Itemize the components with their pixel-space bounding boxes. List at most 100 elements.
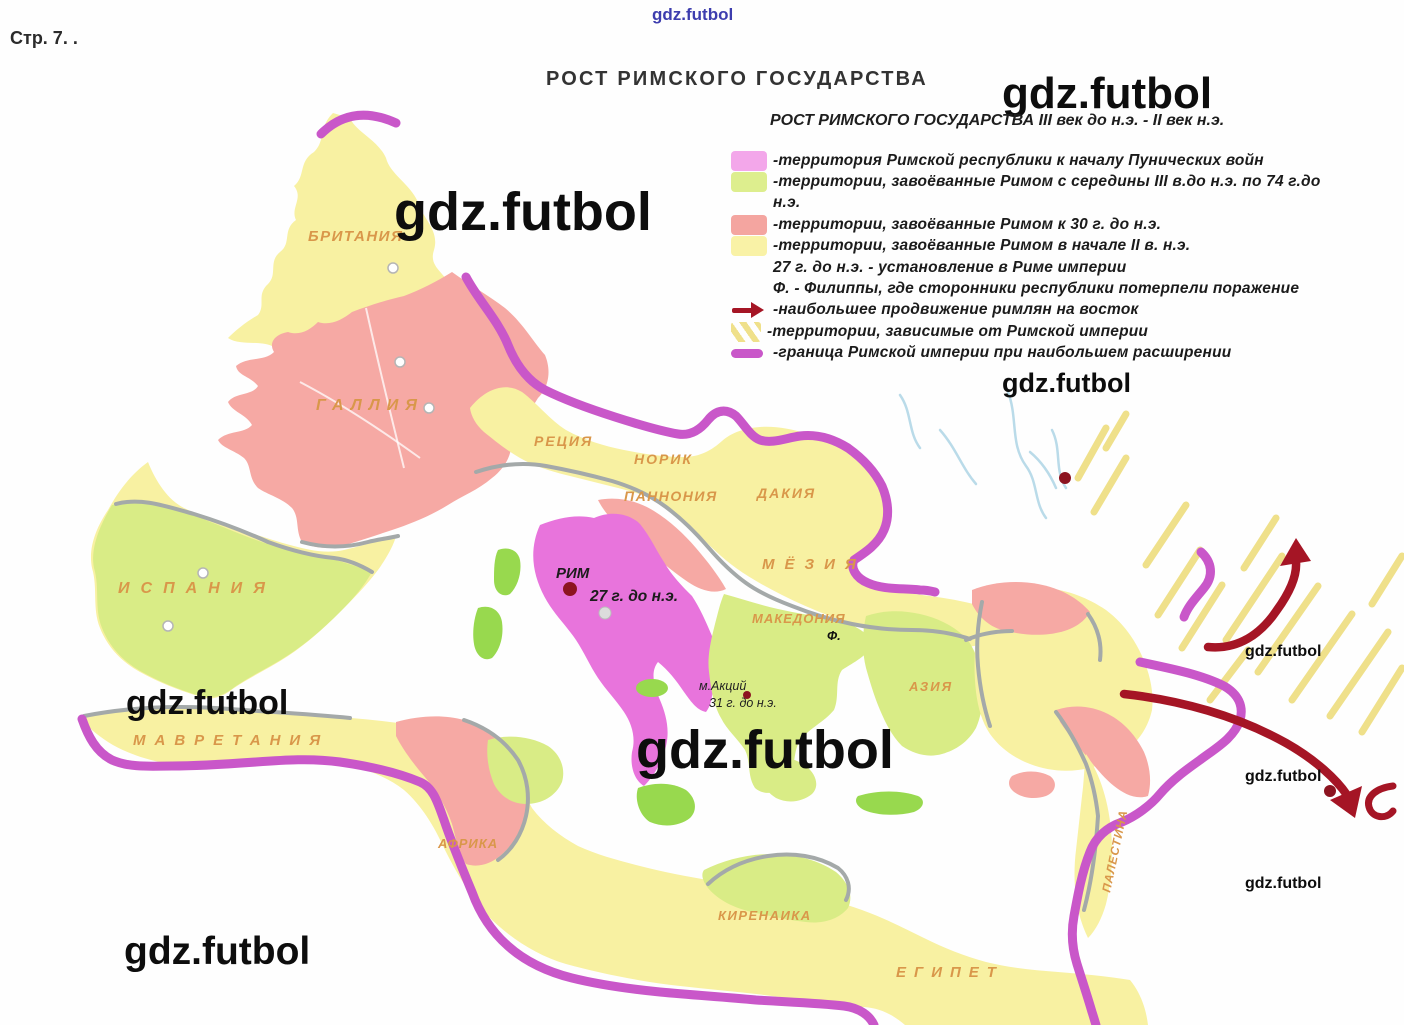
city-dot (598, 606, 612, 620)
hatch-stripe (1240, 514, 1280, 572)
hatch-stripe (1254, 582, 1322, 676)
legend-swatch-green (731, 172, 767, 193)
region-label: МЁЗИЯ (762, 556, 866, 573)
advance-arrowhead-northeast (1280, 538, 1311, 566)
legend-label: н.э. (773, 194, 801, 212)
hatch-stripe (1288, 610, 1356, 704)
watermark-text: gdz.futbol (126, 684, 288, 722)
region-syria (1056, 706, 1151, 798)
region-label: АФРИКА (437, 836, 498, 851)
island-malta (636, 679, 668, 697)
legend-row: -территории, завоёванные Римом к 30 г. д… (731, 214, 1403, 235)
border-pyrenees (300, 534, 400, 549)
island-crete (856, 791, 923, 815)
city-dot (197, 567, 209, 579)
legend-label: -территория Римской республики к началу … (773, 151, 1264, 169)
place-label: Ф. (827, 628, 841, 643)
watermark-text: gdz.futbol (1245, 875, 1321, 892)
hatch-stripe (1178, 581, 1226, 652)
map-subtitle: РОСТ РИМСКОГО ГОСУДАРСТВА III век до н.э… (770, 112, 1225, 129)
legend-swatch-yellow (731, 236, 767, 257)
hatch-stripe (1074, 424, 1110, 482)
legend-row: 27 г. до н.э. - установление в Риме импе… (731, 257, 1403, 278)
city-dot (387, 262, 399, 274)
legend-swatch-none (731, 279, 767, 299)
river (938, 428, 978, 486)
gaul-roads-group (299, 307, 421, 469)
border-pontus (964, 612, 1103, 662)
advance-arrow-southeast (1119, 689, 1352, 800)
rome-dot (563, 582, 577, 596)
region-label: ДАКИЯ (756, 485, 816, 501)
legend-label: Ф. - Филиппы, где сторонники республики … (773, 280, 1300, 298)
border-carthage (462, 718, 530, 862)
border-cyrenaica (706, 852, 851, 902)
legend-row: -граница Римской империи при наибольшем … (731, 343, 1403, 364)
legend-swatch-arrow (731, 300, 767, 320)
legend-label: -территории, завоёванные Римом в начале … (773, 237, 1191, 255)
empire-border-crimea (1179, 547, 1215, 622)
legend-swatch-hatch (731, 321, 761, 342)
region-label: ГАЛЛИЯ (316, 397, 424, 414)
city-dot (394, 356, 406, 368)
region-label: МАКЕДОНИЯ (752, 611, 846, 626)
legend-swatch-none (731, 193, 767, 213)
border-levant-coast (1054, 710, 1100, 912)
region-label: РЕЦИЯ (534, 433, 593, 449)
legend-row: -территория Римской республики к началу … (731, 150, 1403, 171)
hatch-stripes-group (1074, 410, 1404, 736)
region-britain (228, 113, 454, 346)
legend-label: -территории, зависимые от Римской импери… (767, 322, 1149, 340)
region-label: ЕГИПЕТ (896, 964, 1004, 981)
watermarks-group: gdz.futbol gdz.futbol gdz.futbol gdz.futbol… (124, 5, 1321, 973)
legend-row: -наибольшее продвижение римлян на восток (731, 300, 1403, 321)
legend-row: -территории, завоёванные Римом с середин… (731, 171, 1403, 193)
empire-border-europe (461, 272, 940, 597)
empire-border-britain (316, 110, 401, 139)
legend-items: -территория Римской республики к началу … (731, 150, 1403, 364)
hatch-stripe (1154, 546, 1204, 619)
region-label: ИСПАНИЯ (118, 580, 276, 597)
hatch-stripe (1142, 501, 1190, 569)
place-labels-group: РИМ 27 г. до н.э. м.Акций 31 г. до н.э. Ф. (556, 565, 841, 710)
advance-arrowhead-southeast (1330, 786, 1362, 818)
advance-arrow-curl (1365, 782, 1397, 821)
city-dot (162, 620, 174, 632)
legend-row: Ф. - Филиппы, где сторонники республики … (731, 278, 1403, 299)
legend-row: -территории, зависимые от Римской импери… (731, 321, 1403, 342)
hatch-stripe (1368, 552, 1404, 608)
watermark-text: gdz.futbol (394, 182, 652, 242)
region-label: АЗИЯ (908, 679, 953, 694)
river (898, 393, 922, 450)
legend-label: -территории, завоёванные Римом с середин… (773, 173, 1321, 191)
gray-borders-layer (82, 462, 1103, 912)
empire-border-east (1067, 657, 1246, 1025)
map-title: РОСТ РИМСКОГО ГОСУДАРСТВА (546, 68, 928, 90)
watermark-text: gdz.futbol (1245, 768, 1321, 785)
legend-swatch-border (731, 343, 767, 363)
region-label: КИРЕНАИКА (718, 908, 812, 923)
hatch-stripe (1102, 410, 1130, 452)
empire-border-group (77, 110, 1246, 1025)
map-legend: -территория Римской республики к началу … (731, 150, 1403, 364)
road (299, 381, 421, 459)
watermark-text: gdz.futbol (636, 720, 894, 780)
actium-dot (743, 691, 751, 699)
place-label: РИМ (556, 565, 590, 582)
hatch-stripe (1206, 646, 1252, 704)
legend-swatch-none (731, 258, 767, 278)
region-pontus (972, 582, 1090, 635)
legend-swatch-pink (731, 150, 767, 171)
region-asia-west (863, 611, 983, 756)
border-alps-balkans (474, 462, 972, 641)
region-gaul (218, 272, 549, 548)
page-number-label: Стр. 7. . (10, 28, 78, 48)
road (365, 307, 405, 469)
island-sicily (636, 783, 695, 826)
advance-arrow-northeast (1203, 557, 1301, 652)
watermark-text: gdz.futbol (652, 5, 733, 24)
legend-label: 27 г. до н.э. - установление в Риме импе… (773, 258, 1127, 276)
legend-label: -территории, завоёванные Римом к 30 г. д… (773, 215, 1162, 233)
island-sardinia (473, 606, 503, 660)
